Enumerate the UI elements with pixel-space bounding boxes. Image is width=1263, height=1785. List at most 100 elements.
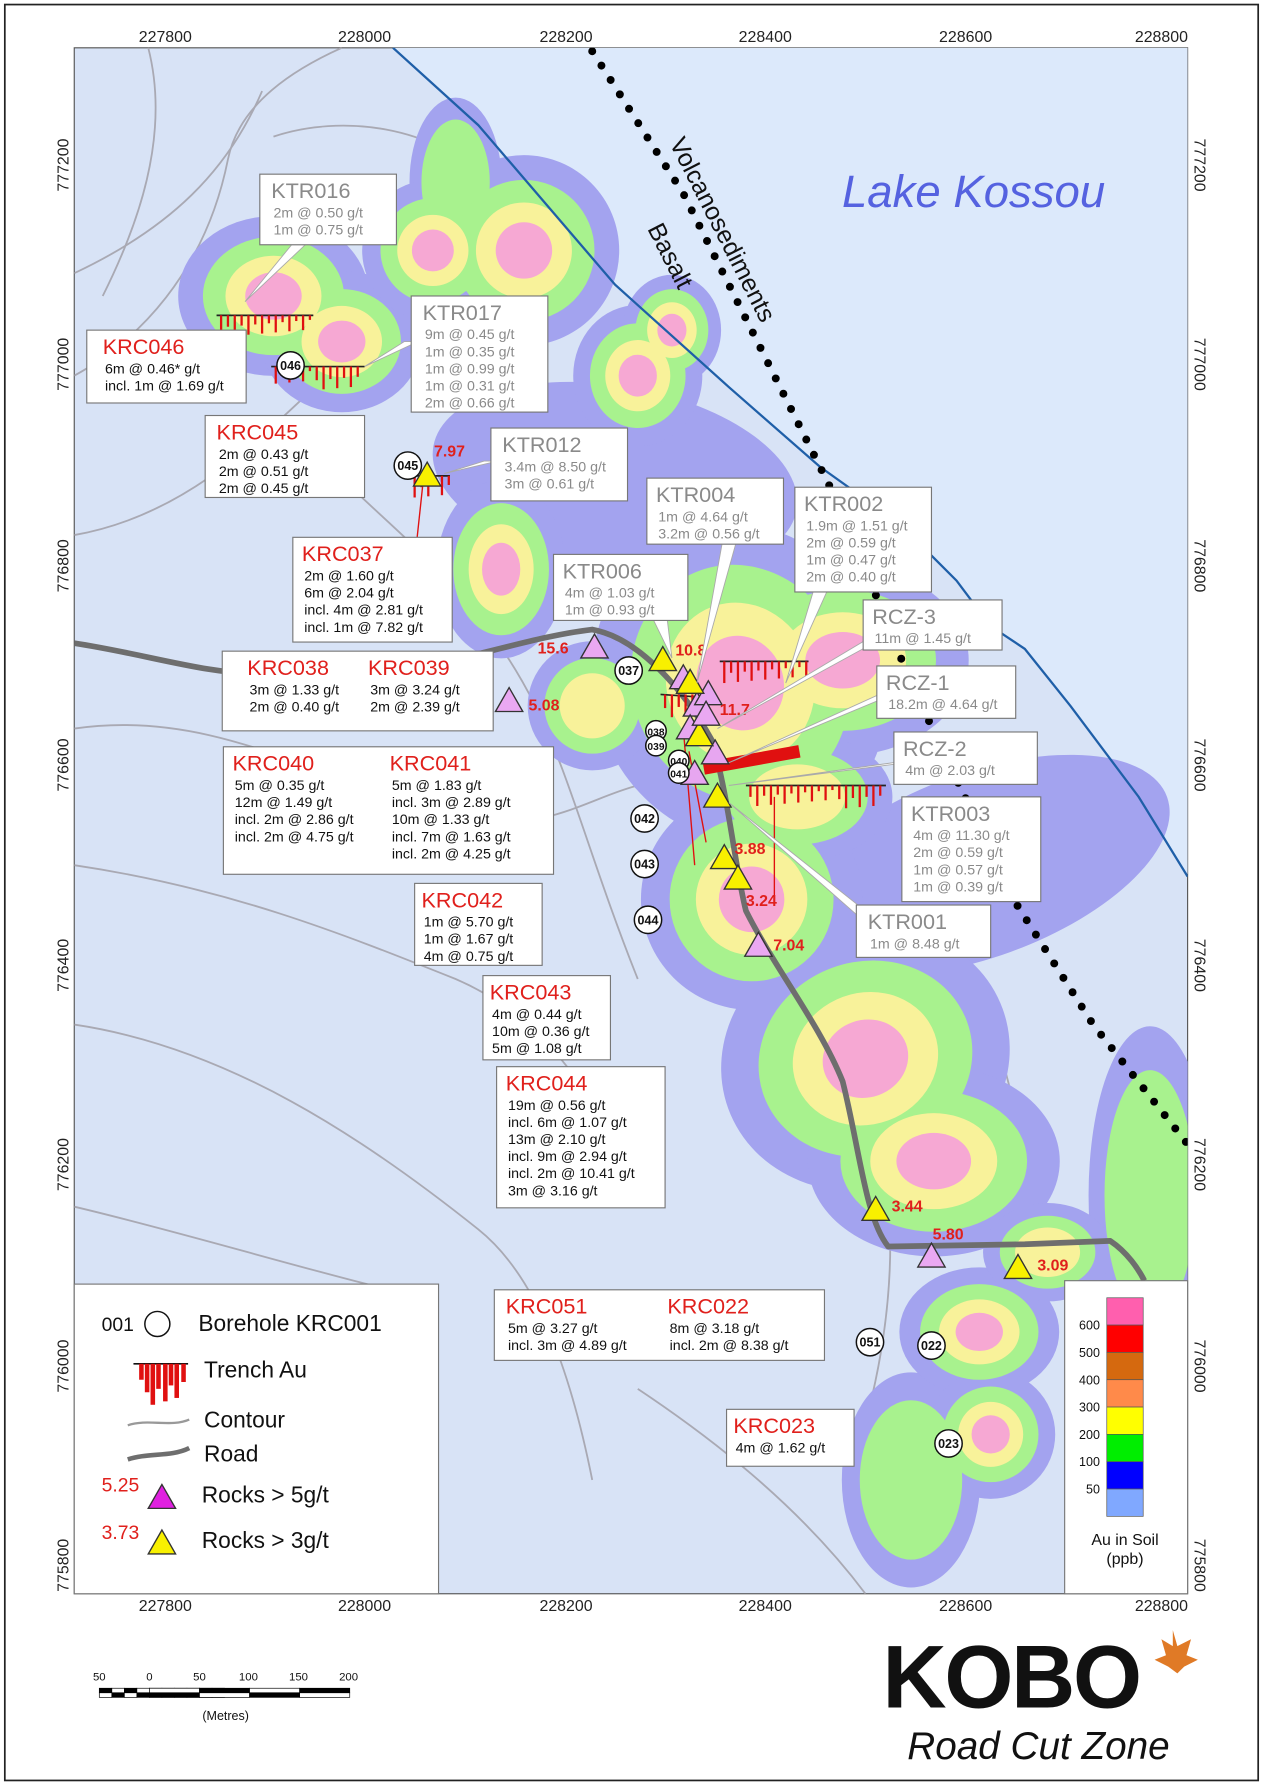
callout-line: 1.9m @ 1.51 g/t bbox=[806, 518, 907, 534]
northing-label: 776600 bbox=[56, 738, 73, 791]
soil-anomaly bbox=[245, 272, 302, 320]
contour-line bbox=[74, 1023, 594, 1481]
scale-bar-segment bbox=[199, 1692, 250, 1698]
soil-scale-label: 500 bbox=[1079, 1346, 1100, 1360]
rock-marker bbox=[684, 720, 715, 747]
scale-bar-segment bbox=[111, 1692, 125, 1698]
callout-line: 2m @ 0.50 g/t bbox=[273, 205, 363, 221]
scale-bar-segment bbox=[299, 1687, 351, 1694]
callout-box bbox=[259, 173, 397, 246]
trench-rcz bbox=[702, 745, 801, 775]
soil-anomaly bbox=[318, 320, 366, 363]
easting-label: 228800 bbox=[1135, 29, 1188, 46]
borehole-label: 043 bbox=[634, 858, 655, 872]
callout-line: incl. 9m @ 2.94 g/t bbox=[508, 1149, 627, 1165]
northing-label: 777200 bbox=[56, 138, 73, 191]
callout-title: KTR002 bbox=[804, 491, 883, 516]
callout-line: 1m @ 0.75 g/t bbox=[273, 223, 363, 239]
easting-label: 227800 bbox=[139, 29, 192, 46]
rock-over-3 bbox=[647, 645, 678, 672]
callout-line: 12m @ 1.49 g/t bbox=[235, 795, 332, 811]
northing-label: 777000 bbox=[56, 338, 73, 391]
callout-line: incl. 2m @ 10.41 g/t bbox=[508, 1166, 635, 1182]
easting-label: 228000 bbox=[338, 29, 391, 46]
callout-box bbox=[794, 486, 933, 593]
scale-bar-segment bbox=[249, 1687, 301, 1694]
scale-bar-segment bbox=[299, 1692, 351, 1698]
callout-line: 4m @ 0.44 g/t bbox=[492, 1007, 582, 1023]
easting-label: 228800 bbox=[1135, 1598, 1188, 1615]
northing-label: 776200 bbox=[1190, 1138, 1207, 1191]
scale-bar-segment bbox=[136, 1692, 150, 1698]
scale-bar-segment bbox=[136, 1687, 150, 1694]
callout-title: KTR017 bbox=[423, 300, 502, 325]
geological-contact bbox=[588, 47, 1188, 1149]
easting-label: 228000 bbox=[338, 1598, 391, 1615]
callout-title: KRC041 bbox=[390, 751, 472, 776]
borehole bbox=[934, 1429, 963, 1458]
scale-bar-label: 150 bbox=[289, 1671, 308, 1683]
callout-title: KRC038 bbox=[247, 655, 329, 680]
legend-text: 5.25 bbox=[102, 1474, 140, 1496]
soil-anomaly bbox=[618, 354, 657, 397]
callout-line: 5m @ 1.83 g/t bbox=[392, 778, 482, 794]
scale-bar-label: 200 bbox=[339, 1671, 358, 1683]
callout-title: KTR016 bbox=[271, 178, 350, 203]
callout-box bbox=[410, 295, 549, 413]
soil-swatch bbox=[1106, 1488, 1144, 1517]
borehole-label: 046 bbox=[280, 359, 301, 373]
rock-value: 15.6 bbox=[538, 640, 569, 657]
easting-label: 228600 bbox=[939, 1598, 992, 1615]
scale-bar-label: 50 bbox=[193, 1671, 206, 1683]
borehole-label: 023 bbox=[938, 1437, 959, 1451]
contour-line bbox=[74, 90, 263, 275]
callout-line: 9m @ 0.45 g/t bbox=[425, 327, 515, 343]
soil-scale-label: 200 bbox=[1079, 1428, 1100, 1442]
callout-line: incl. 7m @ 1.63 g/t bbox=[392, 829, 511, 845]
callout-line: incl. 6m @ 1.07 g/t bbox=[508, 1115, 627, 1131]
callout-title: KRC022 bbox=[667, 1294, 749, 1319]
legend-rock-3 bbox=[147, 1528, 177, 1555]
northing-label: 775800 bbox=[1190, 1539, 1207, 1592]
callout-box bbox=[552, 553, 689, 621]
easting-label: 228200 bbox=[539, 29, 592, 46]
rock-marker bbox=[700, 738, 731, 765]
soil-anomaly bbox=[495, 222, 553, 279]
soil-anomaly bbox=[559, 673, 625, 739]
rock-over-3 bbox=[723, 863, 753, 890]
callout-title: RCZ-2 bbox=[903, 736, 967, 761]
callout-line: 5m @ 3.27 g/t bbox=[508, 1321, 598, 1337]
borehole-label: 044 bbox=[638, 913, 659, 927]
callout-line: 1m @ 1.67 g/t bbox=[424, 932, 514, 948]
callout-box bbox=[222, 746, 555, 875]
callout-line: 2m @ 0.45 g/t bbox=[219, 481, 309, 497]
soil-scale-label: 300 bbox=[1079, 1401, 1100, 1415]
callout-line: 3.4m @ 8.50 g/t bbox=[505, 459, 606, 475]
callout-line: 1m @ 0.99 g/t bbox=[425, 361, 515, 377]
scale-bar-label: 0 bbox=[146, 1671, 152, 1683]
scale-bar-segment bbox=[98, 1687, 113, 1694]
callout-box bbox=[862, 599, 1003, 651]
rock-over-3 bbox=[860, 1195, 891, 1222]
logo-brand: KOBO bbox=[883, 1628, 1140, 1727]
rock-over-5 bbox=[916, 1241, 947, 1268]
borehole bbox=[855, 1327, 885, 1357]
rock-value: 3.09 bbox=[1037, 1257, 1068, 1274]
rock-marker bbox=[702, 781, 733, 808]
callout-line: 3m @ 3.16 g/t bbox=[508, 1183, 598, 1199]
callout-line: 3m @ 3.24 g/t bbox=[370, 682, 460, 698]
scale-bar-unit: (Metres) bbox=[202, 1709, 249, 1723]
callout-line: 2m @ 0.59 g/t bbox=[913, 845, 1003, 861]
callout-line: 2m @ 0.40 g/t bbox=[250, 699, 340, 715]
callout-line: 19m @ 0.56 g/t bbox=[508, 1098, 605, 1114]
legend-text: Rocks > 5g/t bbox=[202, 1482, 330, 1508]
borehole-label: 037 bbox=[618, 664, 639, 678]
callout-box bbox=[646, 477, 785, 545]
northing-label: 776800 bbox=[1190, 539, 1207, 592]
callout-title: KRC042 bbox=[421, 887, 503, 912]
callout-title: KTR006 bbox=[563, 558, 642, 583]
callout-title: RCZ-1 bbox=[886, 670, 950, 695]
logo-subtitle: Road Cut Zone bbox=[907, 1725, 1169, 1768]
callout-line: 6m @ 2.04 g/t bbox=[304, 586, 394, 602]
